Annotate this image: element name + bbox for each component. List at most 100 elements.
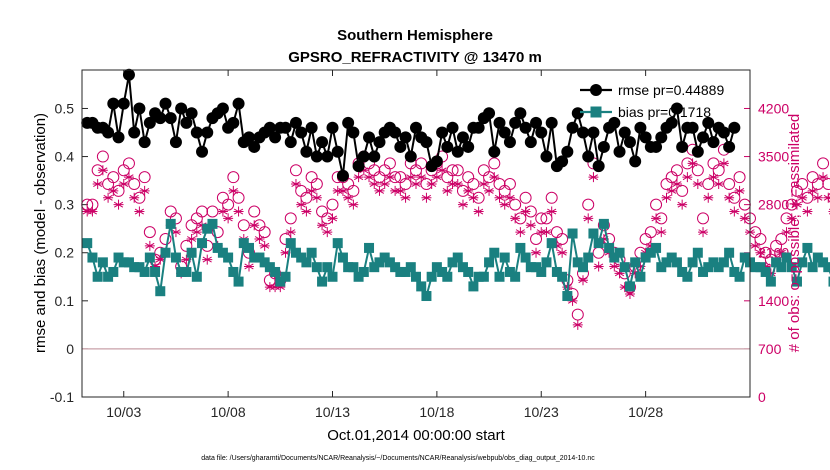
obs-assimilated-point (290, 179, 301, 190)
obs-assimilated-point (405, 172, 416, 183)
obs-possible-point (159, 232, 172, 245)
rmse-point (530, 116, 543, 129)
right-tick-label: 3500 (758, 149, 789, 165)
obs-assimilated-point (692, 179, 703, 190)
bias-point (249, 252, 260, 263)
obs-possible-point (811, 178, 824, 191)
obs-possible-point (284, 212, 297, 225)
bias-point (510, 271, 521, 282)
rmse-point (509, 116, 522, 129)
obs-assimilated-point (510, 213, 521, 224)
x-tick-label: 10/13 (315, 404, 350, 420)
obs-assimilated-point (791, 199, 802, 210)
obs-assimilated-point (390, 185, 401, 196)
rmse-point (185, 107, 198, 120)
bias-point (165, 218, 176, 229)
bias-point (306, 247, 317, 258)
obs-possible-point (650, 198, 663, 211)
rmse-point (316, 136, 329, 149)
bias-point (823, 262, 830, 273)
obs-assimilated-point (384, 172, 395, 183)
rmse-point (472, 121, 485, 134)
obs-assimilated-point (724, 192, 735, 203)
bias-point (118, 257, 129, 268)
bias-point (750, 262, 761, 273)
left-axis-ticks: -0.1 0 0.1 0.2 0.3 0.4 0.5 (50, 100, 88, 405)
rmse-point (655, 131, 668, 144)
bias-point (677, 266, 688, 277)
obs-assimilated-point (134, 206, 145, 217)
obs-assimilated-point (609, 261, 620, 272)
rmse-point (618, 126, 631, 139)
obs-possible-point (196, 205, 209, 218)
obs-assimilated-point (264, 282, 275, 293)
bias-point (682, 271, 693, 282)
bias-point (207, 218, 218, 229)
obs-assimilated-point (332, 185, 343, 196)
rmse-point (524, 136, 537, 149)
bias-point (134, 262, 145, 273)
bias-point (280, 271, 291, 282)
bias-point (640, 252, 651, 263)
obs-assimilated-point (531, 247, 542, 258)
obs-possible-point (733, 171, 746, 184)
rmse-point (582, 150, 595, 163)
bias-point (431, 262, 442, 273)
bias-point (624, 281, 635, 292)
rmse-point (248, 140, 261, 153)
obs-possible-point (530, 232, 543, 245)
rmse-point (310, 150, 323, 163)
bias-point (661, 257, 672, 268)
x-axis-ticks: 10/03 10/08 10/13 10/18 10/23 10/28 (106, 70, 663, 420)
obs-assimilated-point (624, 288, 635, 299)
bias-point (244, 242, 254, 253)
rmse-point (404, 150, 417, 163)
left-tick-label: 0.1 (55, 293, 75, 309)
obs-assimilated-point (447, 179, 458, 190)
rmse-point (545, 116, 558, 129)
bias-point (692, 247, 703, 258)
obs-assimilated-point (760, 261, 771, 272)
rmse-point (300, 145, 313, 158)
obs-assimilated-point (374, 185, 385, 196)
obs-assimilated-point (87, 206, 98, 217)
obs-assimilated-point (296, 199, 307, 210)
obs-assimilated-point (786, 213, 797, 224)
bias-point (525, 262, 536, 273)
obs-assimilated-point (97, 165, 108, 176)
bias-point (791, 276, 802, 287)
obs-possible-point (712, 164, 725, 177)
bias-point (442, 271, 453, 282)
bias-point (771, 257, 782, 268)
obs-assimilated-point (244, 261, 254, 272)
rmse-point (451, 145, 464, 158)
bias-point (802, 242, 813, 253)
obs-possible-point (697, 212, 710, 225)
obs-assimilated-point (703, 192, 714, 203)
obs-assimilated-point (452, 179, 463, 190)
bias-point (567, 228, 578, 239)
obs-assimilated-point (656, 227, 667, 238)
rmse-point (691, 145, 704, 158)
obs-assimilated-point (103, 192, 114, 203)
bias-point (656, 262, 667, 273)
obs-possible-point (540, 212, 553, 225)
rmse-point (540, 150, 553, 163)
obs-assimilated-point (661, 192, 672, 203)
right-tick-label: 700 (758, 341, 782, 357)
rmse-point (503, 136, 516, 149)
obs-assimilated-point (677, 199, 688, 210)
obs-assimilated-point (468, 192, 479, 203)
bias-point (108, 266, 119, 277)
bias-point (531, 262, 542, 273)
rmse-point (326, 121, 339, 134)
obs-assimilated-point (426, 179, 437, 190)
obs-assimilated-point (369, 179, 380, 190)
bias-point (384, 257, 395, 268)
obs-assimilated-point (431, 172, 442, 183)
bias-point (515, 242, 526, 253)
obs-assimilated-point (818, 172, 829, 183)
rmse-point (295, 126, 308, 139)
rmse-point (519, 121, 532, 134)
